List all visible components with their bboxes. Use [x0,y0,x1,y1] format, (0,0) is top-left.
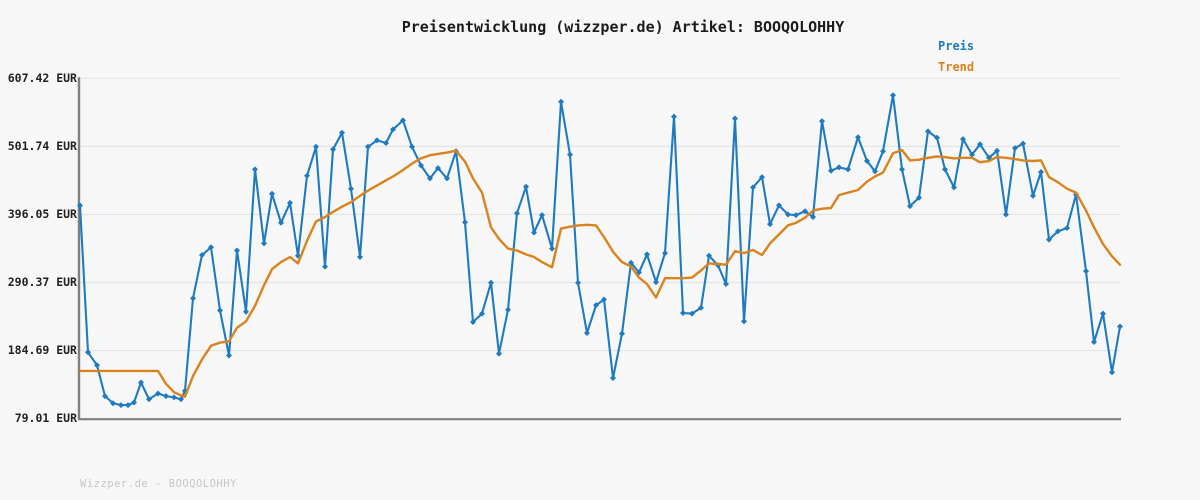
series-markers-preis [77,92,1123,409]
y-tick-label: 79.01 EUR [14,411,77,425]
series-line-preis [78,94,1122,407]
footer-watermark: Wizzper.de - BOOQOLOHHY [80,478,237,490]
y-tick-label: 607.42 EUR [7,71,77,85]
chart-legend: Preis Trend [938,40,974,82]
legend-item-trend: Trend [938,60,975,74]
y-tick-label: 501.74 EUR [7,139,77,153]
legend-item-preis: Preis [938,39,975,53]
y-tick-label: 290.37 EUR [7,275,77,289]
y-tick-label: 396.05 EUR [7,207,77,221]
page-title: Preisentwicklung (wizzper.de) Artikel: B… [401,18,845,36]
y-tick-label: 184.69 EUR [7,343,77,357]
y-axis: 607.42 EUR 501.74 EUR 396.05 EUR 290.37 … [0,0,77,500]
series-line-trend [78,148,1122,398]
